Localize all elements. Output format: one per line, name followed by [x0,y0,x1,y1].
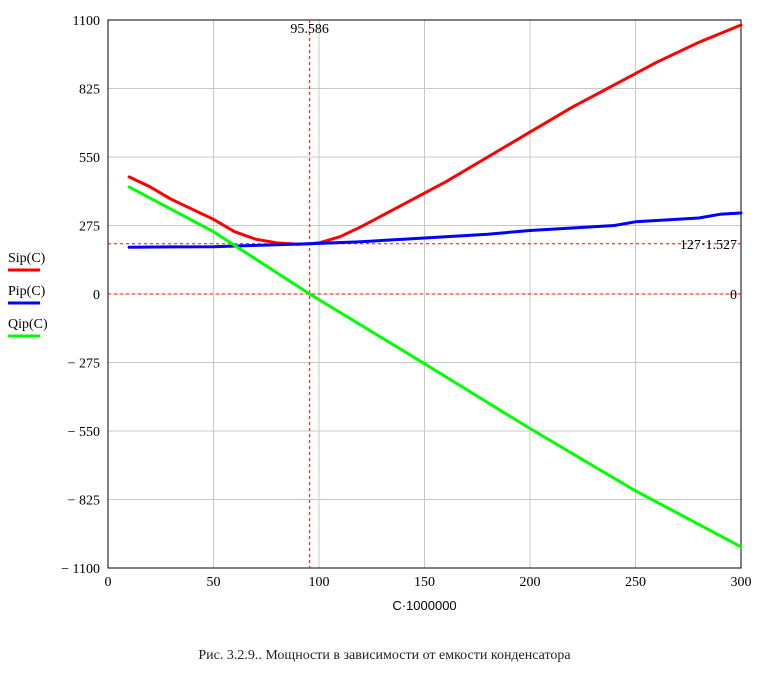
y-tick-label-825: 825 [79,83,100,98]
series-line-qipc [127,185,743,549]
series-line-sipc [127,23,743,246]
y-tick-label--550: − 550 [68,425,100,440]
x-axis-label: C·1000000 [392,598,456,613]
x-tick-label-150: 150 [414,575,435,590]
y-tick-label-0: 0 [93,288,100,303]
legend-label-sipc: Sip(C) [8,251,46,266]
y-tick-label--1100: − 1100 [61,562,100,577]
x-tick-label-200: 200 [520,575,541,590]
x-tick-label-0: 0 [105,575,112,590]
y-tick-label-275: 275 [79,220,100,235]
series-line-pipc [127,211,743,249]
y-tick-label--825: − 825 [68,494,100,509]
figure-caption: Рис. 3.2.9.. Мощности в зависимости от е… [198,648,571,663]
y-tick-label-550: 550 [79,151,100,166]
marker-y-label: 127·1.527 [680,238,737,253]
x-tick-label-250: 250 [625,575,646,590]
x-tick-label-50: 50 [207,575,221,590]
x-tick-label-300: 300 [731,575,752,590]
marker-zero-label: 0 [730,288,737,303]
x-tick-label-100: 100 [309,575,330,590]
marker-x-label: 95.586 [290,22,329,37]
legend-label-pipc: Pip(C) [8,284,46,299]
legend-label-qipc: Qip(C) [8,317,48,332]
y-tick-label-1100: 1100 [73,14,100,29]
y-tick-label--275: − 275 [68,357,100,372]
